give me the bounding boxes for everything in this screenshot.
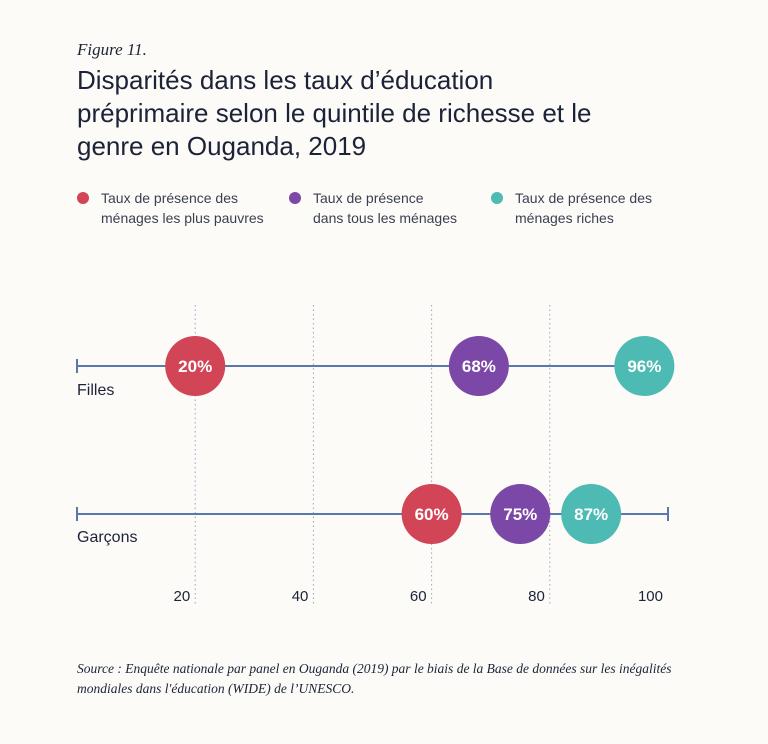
dot-label-1-1: 75% <box>503 505 537 524</box>
legend: Taux de présence des ménages les plus pa… <box>77 188 652 228</box>
legend-label-poorest: Taux de présence des ménages les plus pa… <box>101 190 264 226</box>
dot-1-2 <box>561 484 622 544</box>
legend-label-all: Taux de présence dans tous les ménages <box>313 190 457 226</box>
dot-1-1 <box>490 484 551 544</box>
dot-0-2 <box>614 336 675 396</box>
legend-dot-poorest <box>77 192 89 204</box>
legend-item-richest: Taux de présence des ménages riches <box>491 188 652 228</box>
figure-label: Figure 11. <box>77 40 147 59</box>
row-label-filles: Filles <box>77 382 114 399</box>
x-tick-label-20: 20 <box>174 588 191 605</box>
dot-0-1 <box>448 336 509 396</box>
dot-1-0 <box>401 484 462 544</box>
x-tick-label-60: 60 <box>410 588 427 605</box>
x-tick-label-40: 40 <box>292 588 309 605</box>
source-note: Source : Enquête nationale par panel en … <box>77 661 672 696</box>
legend-dot-all <box>289 192 301 204</box>
x-tick-label-80: 80 <box>528 588 545 605</box>
dot-label-0-2: 96% <box>627 357 661 376</box>
dot-label-1-0: 60% <box>415 505 449 524</box>
legend-dot-richest <box>491 192 503 204</box>
legend-item-all: Taux de présence dans tous les ménages <box>289 188 491 228</box>
dot-label-1-2: 87% <box>574 505 608 524</box>
legend-label-richest: Taux de présence des ménages riches <box>515 190 652 226</box>
legend-item-poorest: Taux de présence des ménages les plus pa… <box>77 188 289 228</box>
x-tick-label-100: 100 <box>638 588 663 605</box>
dot-label-0-0: 20% <box>178 357 212 376</box>
dot-0-0 <box>165 336 226 396</box>
chart-title: Disparités dans les taux d’éducation pré… <box>77 65 592 161</box>
row-label-garçons: Garçons <box>77 529 137 546</box>
dot-label-0-1: 68% <box>462 357 496 376</box>
